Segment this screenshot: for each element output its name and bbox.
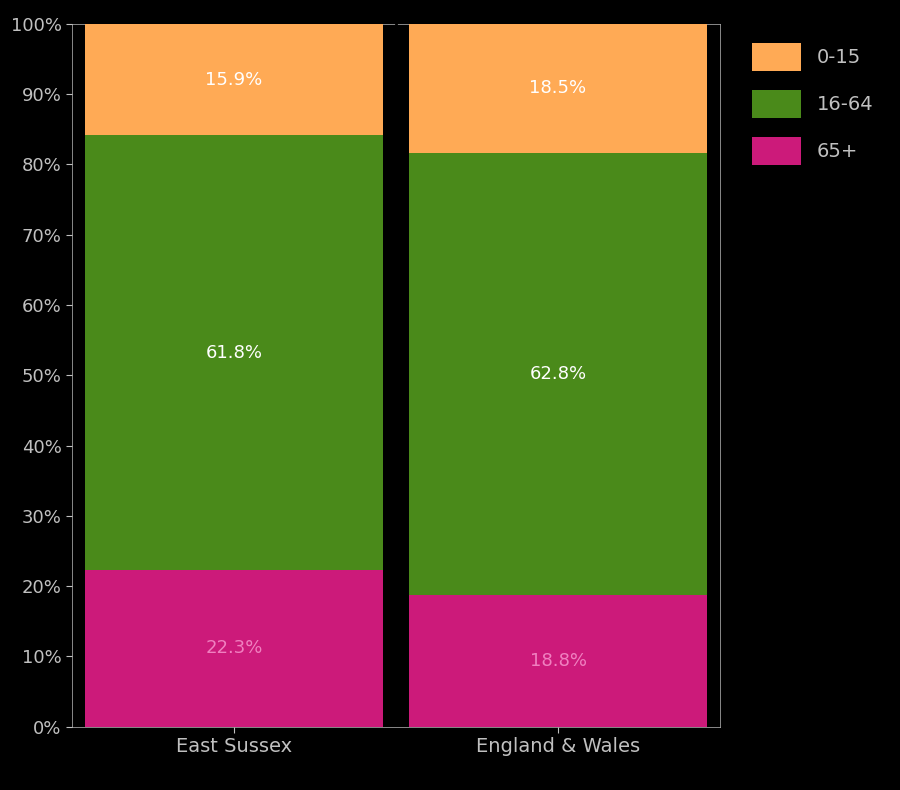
Bar [85, 136, 383, 570]
Bar [409, 595, 707, 727]
Text: 22.3%: 22.3% [205, 639, 263, 657]
Text: 18.5%: 18.5% [529, 79, 587, 97]
Bar [409, 153, 707, 595]
Bar [85, 570, 383, 727]
Text: 15.9%: 15.9% [205, 70, 263, 88]
Text: 18.8%: 18.8% [529, 652, 587, 670]
Legend: 0-15, 16-64, 65+: 0-15, 16-64, 65+ [742, 33, 883, 175]
Text: 62.8%: 62.8% [529, 365, 587, 383]
Bar [409, 23, 707, 153]
Bar [85, 24, 383, 136]
Text: 61.8%: 61.8% [205, 344, 263, 362]
